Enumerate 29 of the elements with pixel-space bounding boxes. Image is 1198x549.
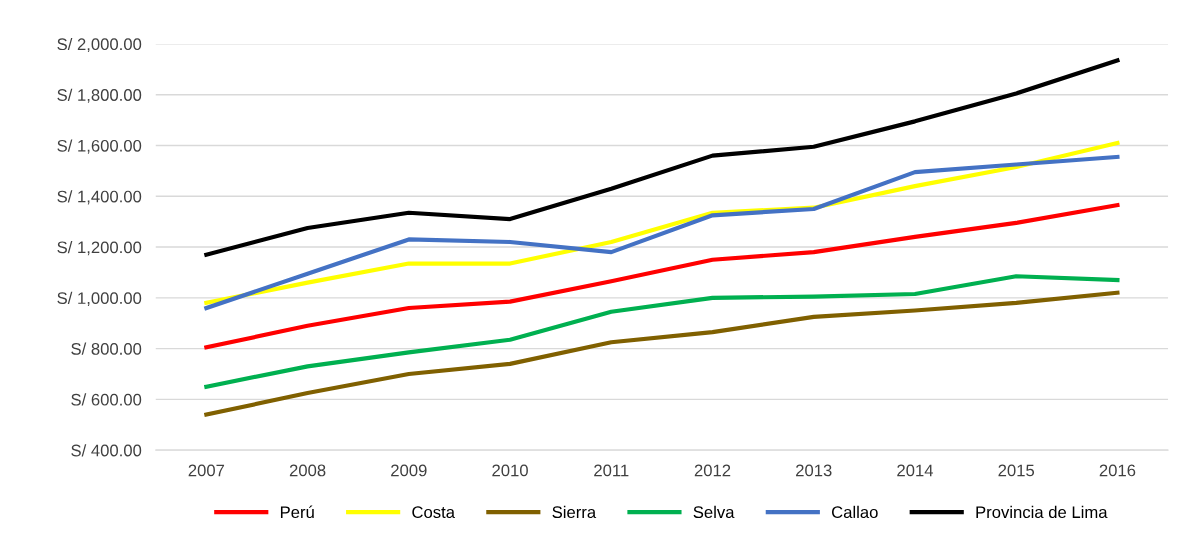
y-tick-label: S/ 1,200.00: [57, 241, 142, 256]
x-tick-label: 2015: [998, 464, 1035, 477]
x-tick-label: 2007: [188, 464, 225, 477]
x-tick-label: 2009: [391, 464, 427, 477]
x-tick-label: 2013: [796, 464, 832, 477]
x-tick-label: 2008: [289, 464, 326, 477]
y-tick-label: S/ 1,600.00: [57, 139, 142, 154]
line-series: [204, 290, 1120, 417]
x-tick-label: 2010: [492, 464, 528, 477]
legend-label: Provincia de Lima: [976, 505, 1108, 519]
line-series: [204, 203, 1120, 350]
y-tick-label: S/ 1,400.00: [57, 190, 142, 205]
legend-label: Costa: [412, 506, 455, 519]
y-tick-label: S/ 400.00: [71, 444, 142, 457]
x-tick-label: 2016: [1099, 464, 1136, 477]
x-tick-label: 2011: [594, 464, 629, 477]
y-tick-label: S/ 800.00: [71, 342, 142, 355]
legend-label: Selva: [693, 505, 735, 519]
x-tick-label: 2012: [694, 464, 731, 477]
y-tick-label: S/ 1,000.00: [57, 291, 142, 306]
legend-label: Sierra: [552, 505, 597, 519]
legend-label: Perú: [280, 505, 314, 519]
line-series: [204, 58, 1120, 257]
legend-label: Callao: [832, 505, 878, 519]
y-tick-label: S/ 2,000.00: [57, 37, 142, 53]
y-tick-label: S/ 1,800.00: [57, 88, 142, 103]
y-tick-label: S/ 600.00: [71, 393, 142, 406]
x-tick-label: 2014: [897, 464, 934, 477]
line-series: [204, 274, 1120, 389]
